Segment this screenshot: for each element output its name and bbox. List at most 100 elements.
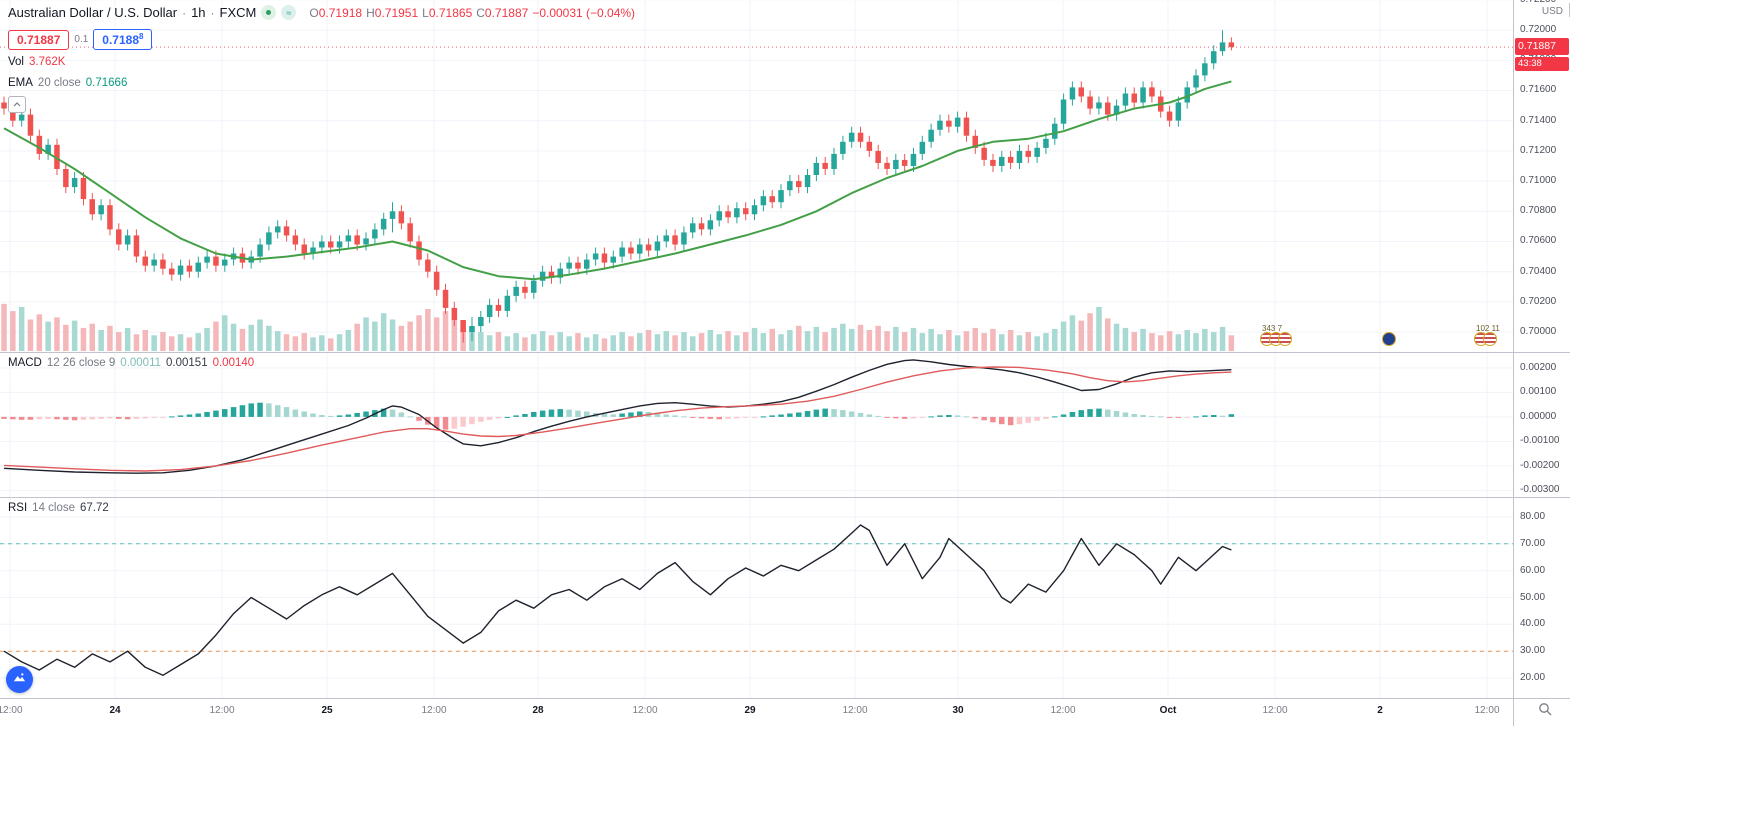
rsi-tick-label: 60.00 (1520, 564, 1546, 576)
price-tick-label: 0.70400 (1520, 265, 1557, 277)
rsi-pane-canvas[interactable] (0, 498, 1513, 698)
scale-divider (1569, 3, 1570, 17)
time-axis[interactable]: 12:00 24 12:00 25 12:00 28 12:00 29 12:00 30 12:00… (0, 699, 1570, 726)
rsi-tick-label: 30.00 (1520, 645, 1546, 657)
time-tick-label: 12:00 (0, 705, 23, 716)
price-tick-label: 0.70200 (1520, 295, 1557, 307)
spread-value: 0.1 (74, 34, 89, 45)
price-tick-label: 0.71600 (1520, 84, 1557, 96)
buy-price: 0.7188 (102, 33, 139, 47)
macd-legend-row[interactable]: MACD 12 26 close 9 0.00011 0.00151 0.001… (8, 357, 254, 369)
time-axis-border (0, 698, 1570, 699)
separator: · (210, 5, 215, 20)
au-flag-icon (1382, 332, 1396, 346)
image-mountains-icon (12, 670, 27, 690)
event-count-label: 102 11 (1476, 324, 1500, 333)
high-value: 0.71951 (374, 5, 419, 20)
time-tick-label: 24 (109, 705, 121, 716)
time-tick-label: 29 (744, 705, 756, 716)
economic-event-marker[interactable]: 343 7 (1260, 324, 1292, 346)
rsi-tick-label: 80.00 (1520, 510, 1546, 522)
close-label: C (476, 5, 485, 20)
rsi-tick-label: 40.00 (1520, 618, 1546, 630)
price-scale-border (1513, 0, 1514, 726)
data-mode-icon: ≈ (281, 5, 297, 20)
rsi-tick-label: 50.00 (1520, 591, 1546, 603)
trade-buttons-row: 0.71887 0.1 0.71888 (8, 29, 153, 50)
volume-label: Vol (8, 56, 24, 68)
change-value: −0.00031 (−0.04%) (532, 5, 636, 20)
macd-tick-label: 0.00100 (1520, 386, 1557, 398)
time-tick-label: 25 (321, 705, 333, 716)
macd-tick-label: -0.00300 (1520, 484, 1560, 496)
macd-tick-label: 0.00000 (1520, 410, 1557, 422)
rsi-params: 14 close (32, 502, 76, 514)
low-label: L (422, 5, 429, 20)
macd-name: MACD (8, 357, 42, 369)
price-tick-label: 0.70800 (1520, 205, 1557, 217)
volume-value: 3.762K (29, 56, 66, 68)
time-tick-label: 2 (1377, 705, 1383, 716)
low-value: 0.71865 (428, 5, 473, 20)
symbol-legend-row: Australian Dollar / U.S. Dollar · 1h · F… (8, 5, 635, 20)
macd-params: 12 26 close 9 (46, 357, 116, 369)
close-value: 0.71887 (484, 5, 529, 20)
ema-name: EMA (8, 77, 33, 89)
time-tick-label: 12:00 (209, 705, 235, 716)
ema-legend-row[interactable]: EMA 20 close 0.71666 (8, 77, 127, 89)
exchange-label: FXCM (219, 5, 257, 20)
symbol-title[interactable]: Australian Dollar / U.S. Dollar (8, 5, 178, 20)
economic-event-marker[interactable] (1382, 332, 1396, 346)
price-tick-label: 0.71400 (1520, 114, 1557, 126)
price-tick-label: 0.70600 (1520, 235, 1557, 247)
sell-button[interactable]: 0.71887 (8, 29, 70, 50)
time-tick-label: 12:00 (421, 705, 447, 716)
us-flag-icon (1278, 332, 1292, 346)
interval-label[interactable]: 1h (191, 5, 206, 20)
rsi-value: 67.72 (80, 502, 109, 514)
bar-countdown-badge: 43:38 (1515, 57, 1569, 71)
time-tick-label: 12:00 (1474, 705, 1500, 716)
macd-pane-canvas[interactable] (0, 353, 1513, 497)
currency-label[interactable]: USD (1541, 6, 1563, 17)
macd-hist-value: 0.00011 (120, 357, 162, 369)
last-price-badge: 0.71887 (1515, 38, 1569, 55)
ema-params: 20 close (37, 77, 81, 89)
pane-separator[interactable] (0, 497, 1570, 498)
price-pane-canvas[interactable] (0, 0, 1513, 352)
economic-event-marker[interactable]: 102 11 (1474, 324, 1500, 346)
chart-area[interactable]: 343 7 102 11 (0, 0, 1513, 726)
price-tick-label: 0.72200 (1520, 0, 1556, 5)
collapse-legend-button[interactable] (8, 96, 26, 113)
macd-tick-label: 0.00200 (1520, 361, 1557, 373)
price-tick-label: 0.70000 (1520, 326, 1557, 338)
separator: · (182, 5, 187, 20)
time-tick-label: Oct (1159, 705, 1177, 716)
ema-value: 0.71666 (85, 77, 128, 89)
time-tick-label: 28 (532, 705, 544, 716)
event-count-label: 343 7 (1262, 324, 1283, 333)
rsi-legend-row[interactable]: RSI 14 close 67.72 (8, 502, 109, 514)
buy-price-sup: 8 (139, 32, 144, 41)
rsi-tick-label: 70.00 (1520, 537, 1546, 549)
open-label: O (309, 5, 319, 20)
timeline-search-icon[interactable] (1538, 702, 1552, 721)
tradingview-logo-button[interactable] (6, 666, 33, 693)
macd-tick-label: -0.00200 (1520, 459, 1560, 471)
buy-button[interactable]: 0.71888 (93, 29, 153, 50)
time-tick-label: 12:00 (632, 705, 658, 716)
time-tick-label: 12:00 (1262, 705, 1288, 716)
price-scale[interactable]: USD 0.71887 43:38 0.722000.720000.718000… (1514, 0, 1570, 726)
volume-legend-row[interactable]: Vol 3.762K (8, 56, 65, 68)
chevron-up-icon (13, 102, 21, 107)
time-tick-label: 30 (952, 705, 964, 716)
rsi-tick-label: 20.00 (1520, 672, 1546, 683)
high-label: H (366, 5, 375, 20)
price-tick-label: 0.71000 (1520, 175, 1557, 187)
open-value: 0.71918 (318, 5, 363, 20)
pane-separator[interactable] (0, 352, 1570, 353)
macd-tick-label: -0.00100 (1520, 435, 1560, 447)
rsi-name: RSI (8, 502, 28, 514)
time-tick-label: 12:00 (1050, 705, 1076, 716)
